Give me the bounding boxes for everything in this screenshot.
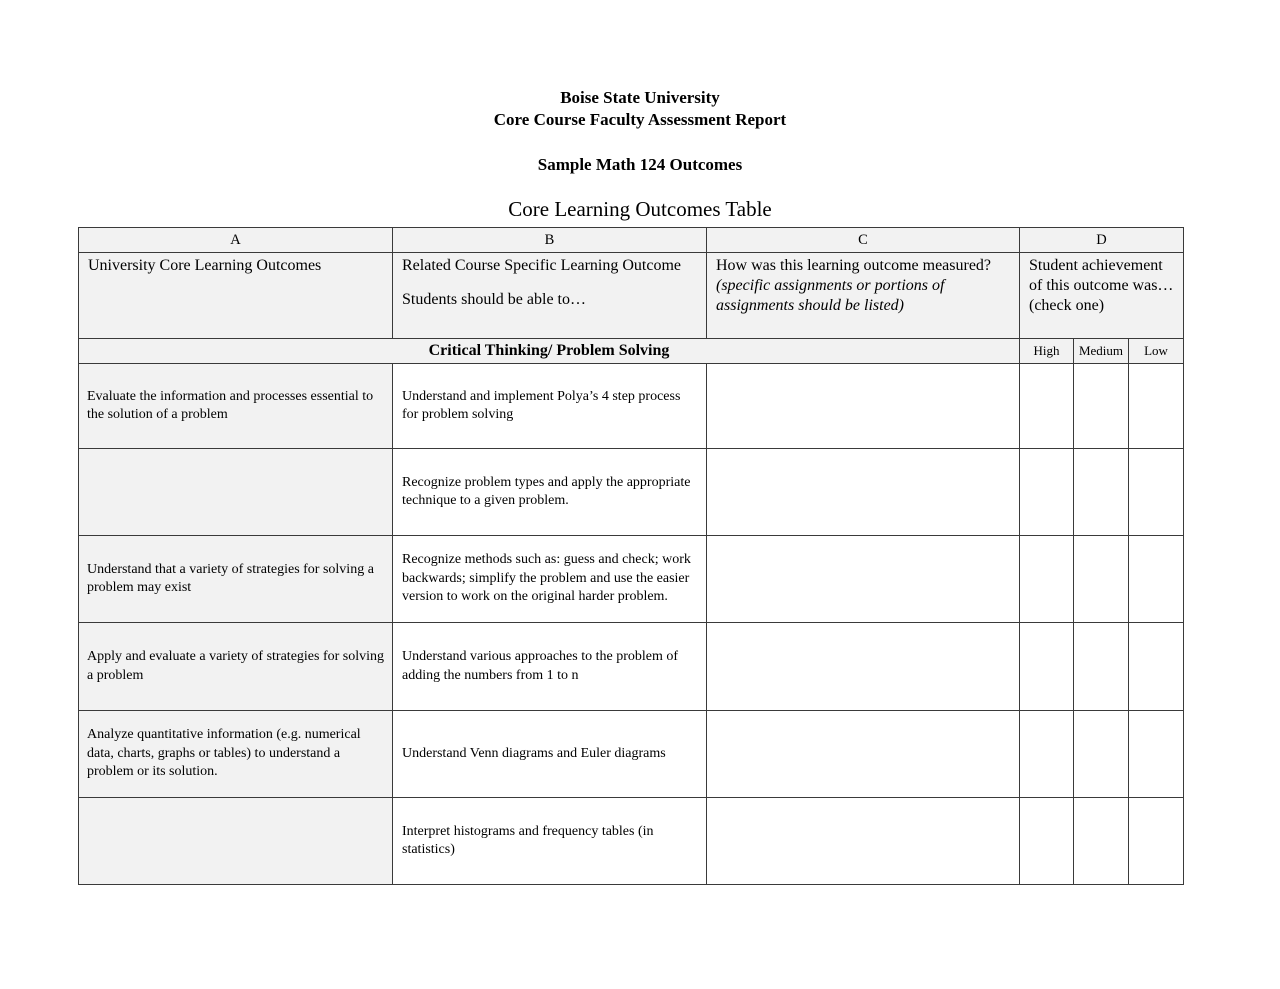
outcome-row-1: Evaluate the information and processes e…: [78, 363, 1184, 449]
outcome-row-4: Apply and evaluate a variety of strategi…: [78, 622, 1184, 711]
header-achievement-label: Student achievement of this outcome was…: [1029, 257, 1174, 294]
course-outcome-cell: Recognize methods such as: guess and che…: [392, 535, 707, 623]
core-outcome-cell: Understand that a variety of strategies …: [78, 535, 393, 623]
core-outcome-cell: [78, 448, 393, 536]
core-outcome-cell: Analyze quantitative information (e.g. n…: [78, 710, 393, 798]
outcome-row-5: Analyze quantitative information (e.g. n…: [78, 710, 1184, 798]
rating-cell-low: [1128, 363, 1184, 449]
header-core-outcomes-label: University Core Learning Outcomes: [88, 257, 322, 274]
rating-cell-medium: [1073, 797, 1129, 885]
rating-cell-high: [1019, 363, 1074, 449]
outcome-row-6: Interpret histograms and frequency table…: [78, 797, 1184, 885]
course-outcome-cell: Understand Venn diagrams and Euler diagr…: [392, 710, 707, 798]
header-cell-measurement: How was this learning outcome measured? …: [706, 252, 1020, 339]
header-cell-achievement: Student achievement of this outcome was……: [1019, 252, 1184, 339]
core-learning-outcomes-table: A B C D University Core Learning Outcome…: [78, 227, 1184, 885]
course-outcome-cell: Understand various approaches to the pro…: [392, 622, 707, 711]
header-achievement-sublabel: (check one): [1029, 297, 1105, 314]
table-title: Core Learning Outcomes Table: [508, 197, 772, 221]
header-row: University Core Learning Outcomes Relate…: [78, 252, 1184, 339]
measurement-cell: [706, 535, 1020, 623]
course-outcome-cell: Recognize problem types and apply the ap…: [392, 448, 707, 536]
doc-subtitle: Sample Math 124 Outcomes: [537, 155, 743, 174]
header-course-outcome-sublabel: Students should be able to…: [402, 291, 586, 308]
rating-cell-high: [1019, 535, 1074, 623]
rating-cell-medium: [1073, 363, 1129, 449]
doc-title-line2: Core Course Faculty Assessment Report: [493, 110, 787, 129]
column-letter-c: C: [706, 227, 1020, 253]
rating-header-high: High: [1019, 338, 1074, 364]
section-header: Critical Thinking/ Problem Solving: [78, 338, 1020, 364]
measurement-cell: [706, 448, 1020, 536]
rating-cell-medium: [1073, 710, 1129, 798]
rating-cell-high: [1019, 622, 1074, 711]
measurement-cell: [706, 710, 1020, 798]
rating-cell-low: [1128, 710, 1184, 798]
rating-cell-high: [1019, 710, 1074, 798]
measurement-cell: [706, 622, 1020, 711]
column-letter-d: D: [1019, 227, 1184, 253]
header-measurement-note: (specific assignments or portions of ass…: [716, 277, 945, 314]
rating-cell-low: [1128, 535, 1184, 623]
section-header-row: Critical Thinking/ Problem Solving High …: [78, 338, 1184, 364]
rating-cell-medium: [1073, 622, 1129, 711]
course-outcome-cell: Interpret histograms and frequency table…: [392, 797, 707, 885]
rating-header-low: Low: [1128, 338, 1184, 364]
rating-cell-low: [1128, 797, 1184, 885]
header-measurement-label: How was this learning outcome measured?: [716, 257, 992, 274]
measurement-cell: [706, 797, 1020, 885]
outcome-row-2: Recognize problem types and apply the ap…: [78, 448, 1184, 536]
rating-cell-medium: [1073, 535, 1129, 623]
rating-cell-high: [1019, 448, 1074, 536]
column-letter-b: B: [392, 227, 707, 253]
rating-cell-low: [1128, 448, 1184, 536]
rating-cell-medium: [1073, 448, 1129, 536]
rating-cell-high: [1019, 797, 1074, 885]
course-outcome-cell: Understand and implement Polya’s 4 step …: [392, 363, 707, 449]
outcome-row-3: Understand that a variety of strategies …: [78, 535, 1184, 623]
rating-header-medium: Medium: [1073, 338, 1129, 364]
column-letter-a: A: [78, 227, 393, 253]
header-cell-core-outcomes: University Core Learning Outcomes: [78, 252, 393, 339]
column-letter-row: A B C D: [78, 227, 1184, 253]
doc-title-line1: Boise State University: [560, 88, 720, 107]
core-outcome-cell: Apply and evaluate a variety of strategi…: [78, 622, 393, 711]
measurement-cell: [706, 363, 1020, 449]
rating-cell-low: [1128, 622, 1184, 711]
core-outcome-cell: Evaluate the information and processes e…: [78, 363, 393, 449]
header-course-outcome-label: Related Course Specific Learning Outcome: [402, 257, 682, 274]
header-cell-course-outcome: Related Course Specific Learning Outcome…: [392, 252, 707, 339]
core-outcome-cell: [78, 797, 393, 885]
